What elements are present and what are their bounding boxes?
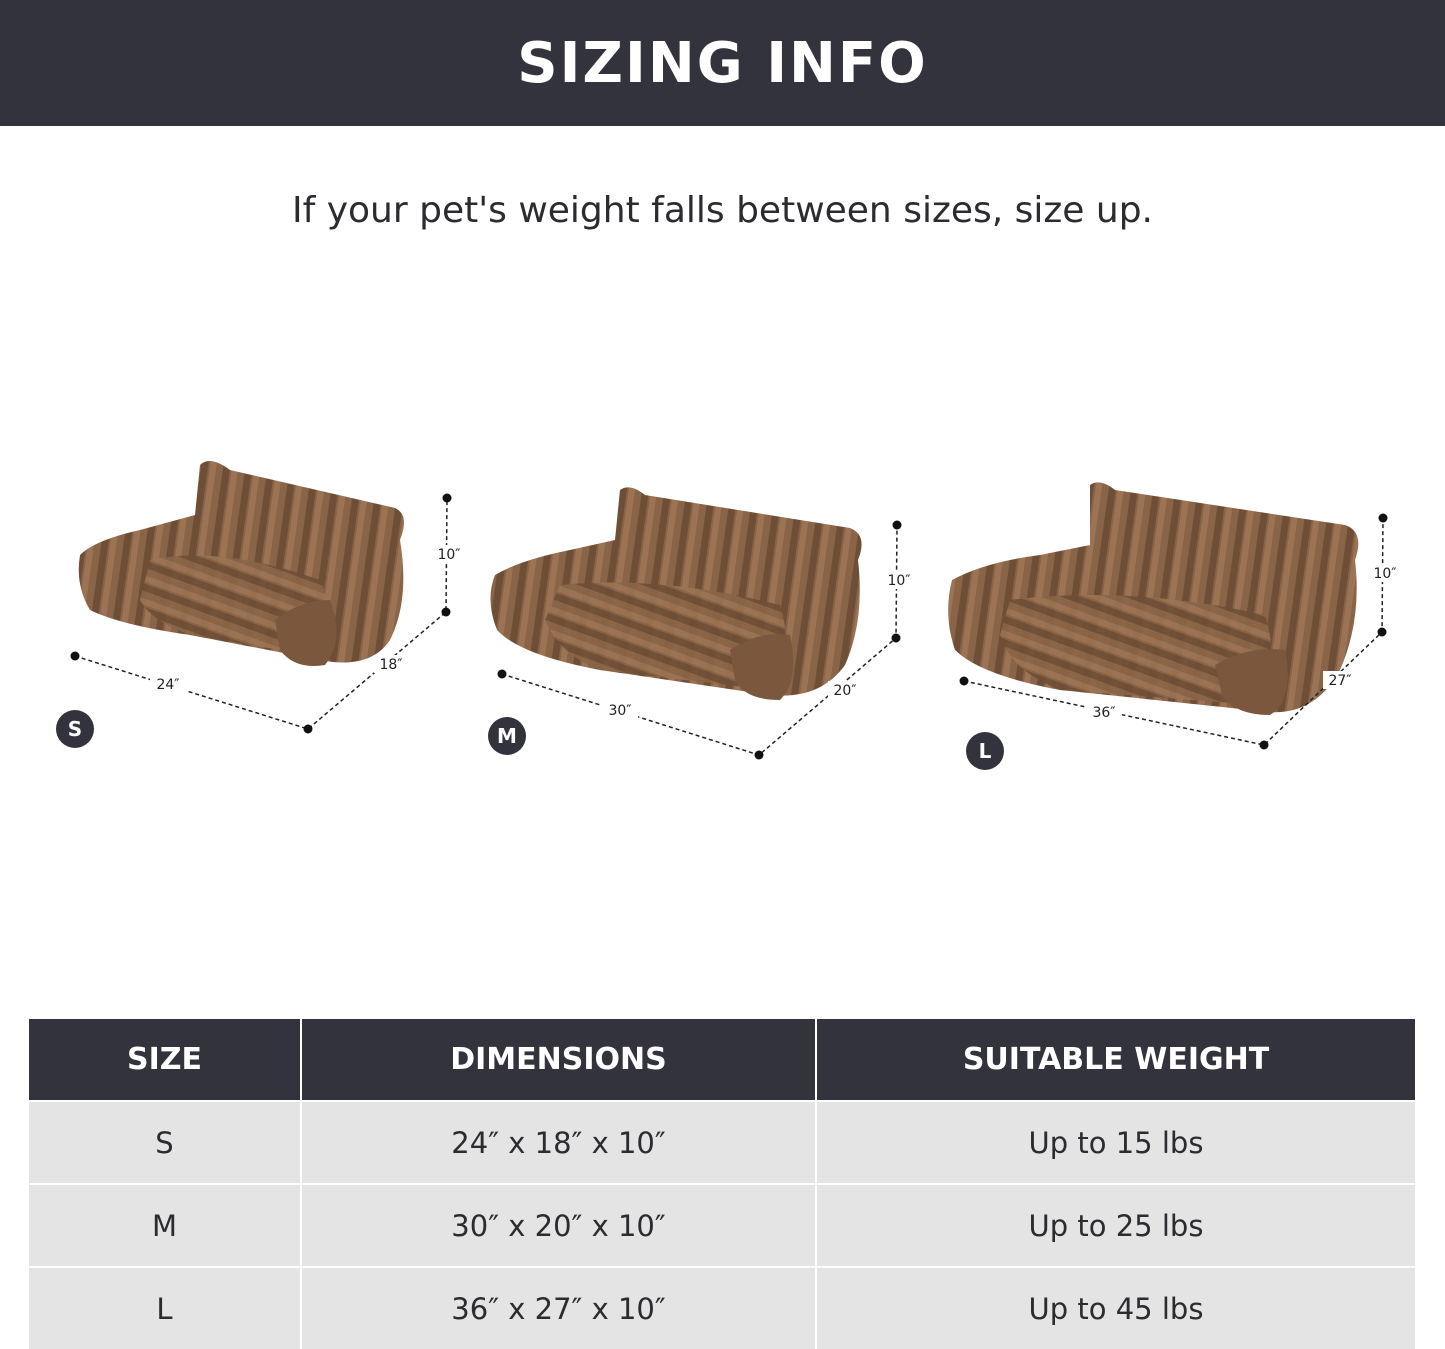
depth-label-medium: 20″ xyxy=(833,683,856,699)
weight-cell: Up to 15 lbs xyxy=(816,1100,1415,1184)
column-header-dimensions: DIMENSIONS xyxy=(301,1019,817,1101)
size-cell: M xyxy=(29,1183,302,1267)
weight-cell: Up to 45 lbs xyxy=(816,1266,1415,1349)
width-label-medium: 30″ xyxy=(608,703,631,719)
column-header-size: SIZE xyxy=(29,1019,302,1101)
height-label-large: 10″ xyxy=(1373,566,1396,582)
depth-label-small: 18″ xyxy=(379,657,402,673)
table-row: M 30″ x 20″ x 10″ Up to 25 lbs xyxy=(29,1183,1415,1267)
width-label-small: 24″ xyxy=(156,677,179,693)
table-row: S 24″ x 18″ x 10″ Up to 15 lbs xyxy=(29,1100,1415,1184)
size-badge-large: L xyxy=(966,732,1004,770)
depth-label-large: 27″ xyxy=(1328,673,1351,689)
height-label-medium: 10″ xyxy=(887,573,910,589)
bed-small-image xyxy=(78,461,404,666)
product-illustrations: 24″ 18″ 10″ 30″ 20″ 10″ 36″ 27″ 10″ S M … xyxy=(56,461,1402,770)
dimensions-cell: 30″ x 20″ x 10″ xyxy=(301,1183,817,1267)
dimensions-cell: 24″ x 18″ x 10″ xyxy=(301,1100,817,1184)
bed-large-image xyxy=(948,482,1359,715)
table-row: L 36″ x 27″ x 10″ Up to 45 lbs xyxy=(29,1266,1415,1349)
weight-cell: Up to 25 lbs xyxy=(816,1183,1415,1267)
size-cell: S xyxy=(29,1100,302,1184)
height-label-small: 10″ xyxy=(437,547,460,563)
title-banner: SIZING INFO xyxy=(0,0,1445,126)
size-badge-medium: M xyxy=(488,717,526,755)
page-title: SIZING INFO xyxy=(517,30,928,96)
size-badge-small: S xyxy=(56,710,94,748)
dimensions-cell: 36″ x 27″ x 10″ xyxy=(301,1266,817,1349)
sizing-table: SIZE DIMENSIONS SUITABLE WEIGHT S 24″ x … xyxy=(29,1019,1415,1349)
table-header-row: SIZE DIMENSIONS SUITABLE WEIGHT xyxy=(29,1019,1415,1101)
width-label-large: 36″ xyxy=(1092,705,1115,721)
svg-text:M: M xyxy=(497,724,517,748)
svg-text:L: L xyxy=(979,739,992,763)
column-header-weight: SUITABLE WEIGHT xyxy=(816,1019,1415,1101)
size-cell: L xyxy=(29,1266,302,1349)
sizing-tip: If your pet's weight falls between sizes… xyxy=(291,190,1153,231)
svg-text:S: S xyxy=(68,717,82,741)
dimension-lines-small xyxy=(74,497,448,730)
bed-medium-image xyxy=(490,487,862,700)
